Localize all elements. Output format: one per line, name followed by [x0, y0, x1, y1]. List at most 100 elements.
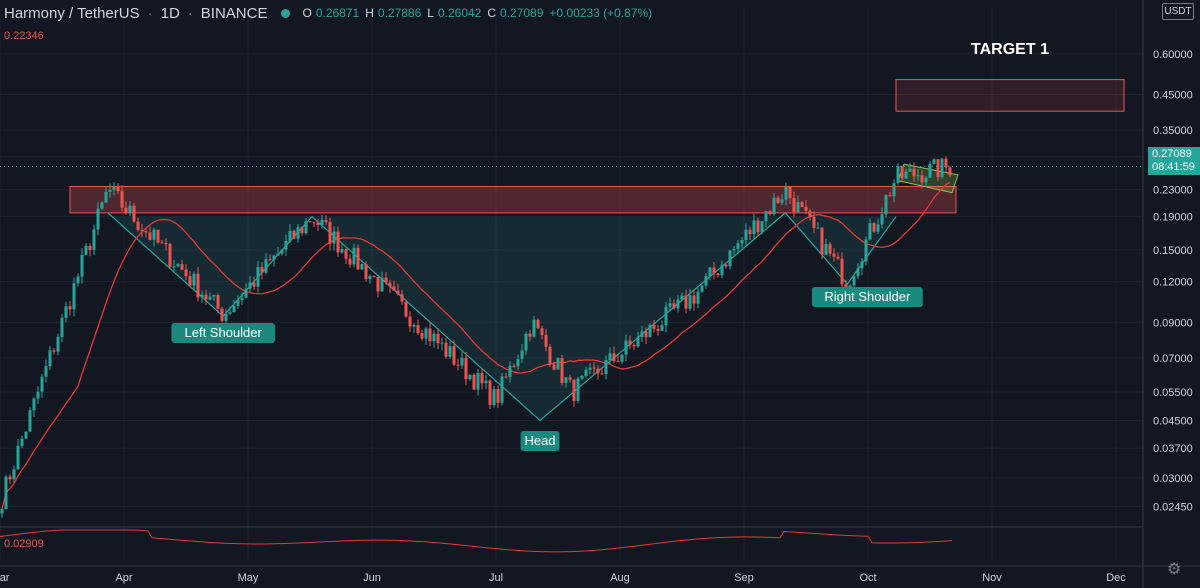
candle-body	[256, 267, 260, 287]
candle-body	[196, 273, 200, 298]
candle-body	[432, 333, 436, 342]
candle-body	[348, 258, 352, 265]
candle-body	[880, 214, 884, 225]
moving-average-line	[1, 181, 951, 510]
candle-body	[88, 245, 92, 250]
low-label: L	[427, 6, 434, 20]
candle-body	[156, 229, 160, 243]
candle-body	[608, 353, 612, 360]
candle-body	[768, 211, 772, 215]
candle-body	[492, 388, 496, 405]
candle-body	[664, 306, 668, 326]
time-tick-label: Aug	[610, 572, 630, 584]
candle-body	[504, 376, 508, 378]
annotations-group: Left Shoulder Head Right Shoulder TARGET 1	[171, 41, 1049, 451]
candle-body	[4, 476, 8, 510]
candle-body	[940, 158, 944, 178]
candle-body	[852, 276, 856, 286]
candle-body	[712, 267, 716, 274]
candle-body	[796, 202, 800, 213]
candle-body	[180, 264, 184, 270]
candle-body	[856, 268, 860, 277]
candle-body	[500, 376, 504, 403]
candle-body	[488, 380, 492, 405]
time-tick-label: Nov	[982, 572, 1002, 584]
header-separator: ·	[147, 4, 153, 22]
candle-body	[64, 306, 68, 318]
candle-body	[772, 197, 776, 215]
price-tick-label: 0.03700	[1153, 443, 1193, 455]
candle-body	[592, 367, 596, 369]
candle-body	[912, 168, 916, 177]
candle-body	[864, 239, 868, 262]
time-tick-label: Jul	[489, 572, 503, 584]
candle-body	[884, 195, 888, 215]
candle-body	[780, 199, 784, 203]
candle-body	[312, 222, 316, 224]
candle-body	[872, 223, 876, 232]
candle-body	[52, 350, 56, 352]
candle-body	[252, 282, 256, 287]
candle-body	[388, 282, 392, 287]
indicator-pane	[0, 529, 953, 553]
symbol-title[interactable]: Harmony / TetherUS	[4, 4, 140, 22]
candle-body	[0, 509, 4, 514]
price-tick-label: 0.12000	[1153, 277, 1193, 289]
candle-body	[572, 379, 576, 401]
candle-body	[588, 367, 592, 370]
candle-body	[668, 303, 672, 307]
candle-body	[520, 350, 524, 359]
candle-body	[540, 328, 544, 335]
candle-body	[900, 166, 904, 179]
candle-body	[532, 319, 536, 337]
quote-currency-badge[interactable]: USDT	[1162, 3, 1194, 20]
candle-body	[84, 245, 88, 255]
candle-body	[12, 469, 16, 480]
candle-body	[636, 337, 640, 347]
candle-body	[876, 224, 880, 232]
interval-label[interactable]: 1D	[160, 4, 180, 22]
candle-body	[784, 186, 788, 200]
candle-body	[300, 227, 304, 234]
gear-icon[interactable]: ⚙	[1167, 561, 1182, 578]
candle-body	[412, 325, 416, 327]
candle-body	[248, 282, 252, 289]
time-tick-label: Jun	[363, 572, 381, 584]
candle-body	[352, 247, 356, 265]
candle-body	[652, 325, 656, 329]
candle-body	[360, 264, 364, 270]
head-label-box	[520, 431, 560, 451]
candle-body	[276, 253, 280, 256]
candle-body	[48, 350, 52, 367]
candle-body	[404, 301, 408, 317]
price-tick-label: 0.23000	[1153, 185, 1193, 197]
left-shoulder-label: Left Shoulder	[185, 325, 263, 340]
candle-body	[28, 410, 32, 432]
candle-body	[216, 295, 220, 309]
candle-body	[332, 231, 336, 244]
candle-body	[812, 216, 816, 229]
candle-body	[68, 306, 72, 310]
indicator-line	[0, 529, 953, 553]
candle-body	[100, 202, 104, 209]
candle-body	[512, 365, 516, 367]
candle-body	[936, 159, 940, 178]
pattern-fill	[108, 212, 896, 421]
candle-body	[620, 354, 624, 362]
candle-body	[720, 264, 724, 276]
candle-body	[444, 342, 448, 357]
price-tick-label: 0.05500	[1153, 387, 1193, 399]
candle-body	[716, 273, 720, 276]
candle-body	[104, 192, 108, 203]
candle-body	[324, 219, 328, 223]
chart-zones	[69, 79, 1125, 214]
candle-body	[868, 223, 872, 240]
candle-body	[344, 248, 348, 259]
candle-body	[44, 366, 48, 377]
candle-body	[728, 250, 732, 267]
price-tick-label: 0.60000	[1153, 49, 1193, 61]
candle-body	[508, 365, 512, 377]
candle-body	[112, 186, 116, 190]
candle-body	[904, 171, 908, 179]
